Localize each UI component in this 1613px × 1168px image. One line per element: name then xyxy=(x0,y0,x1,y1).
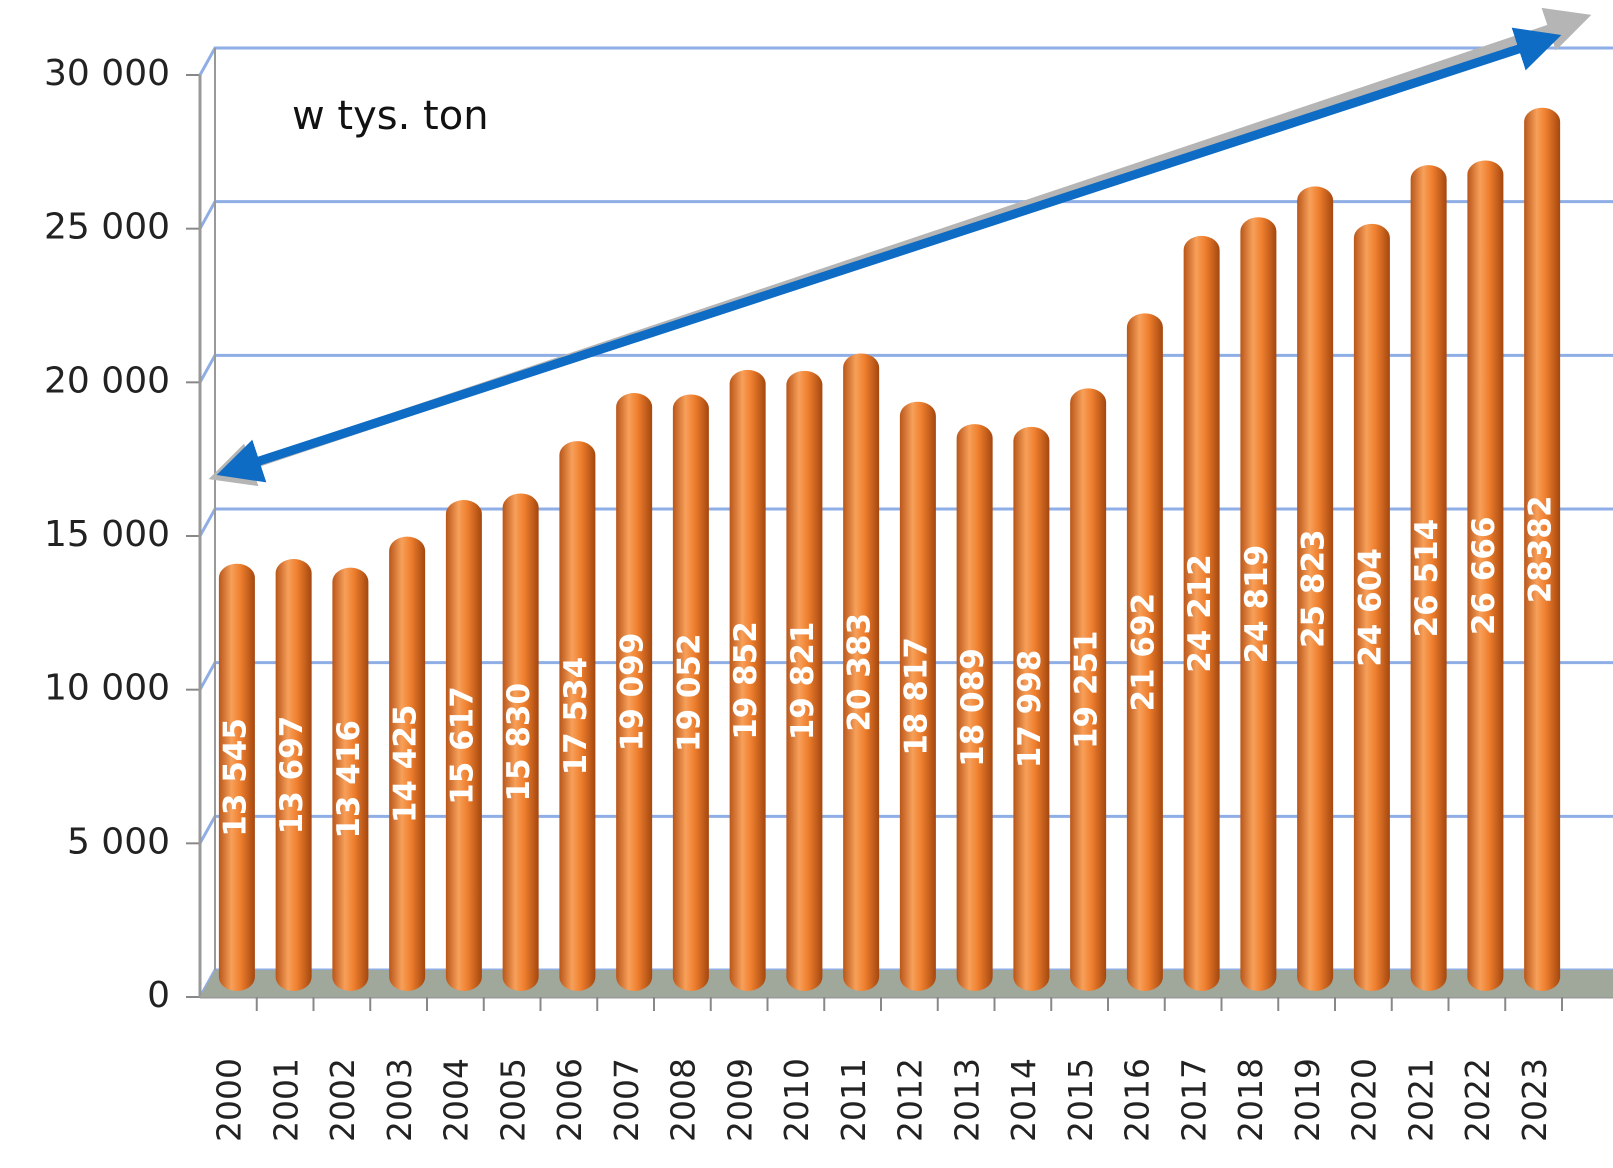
y-tick-label: 0 xyxy=(147,975,170,1016)
y-tick-label: 25 000 xyxy=(44,207,170,248)
bar xyxy=(445,500,482,991)
data-label: 21 692 xyxy=(1125,593,1161,712)
data-label: 25 823 xyxy=(1296,529,1332,648)
data-label: 14 425 xyxy=(388,705,424,824)
bar xyxy=(899,401,936,991)
bar xyxy=(956,424,993,992)
x-tick-label: 2001 xyxy=(266,1058,305,1142)
unit-annotation: w tys. ton xyxy=(292,93,489,139)
bar xyxy=(729,369,766,992)
data-label: 13 416 xyxy=(331,720,367,839)
x-tick-label: 2017 xyxy=(1174,1058,1213,1142)
data-label: 18 089 xyxy=(955,648,991,767)
data-label: 19 052 xyxy=(671,633,707,752)
data-label: 19 099 xyxy=(615,633,651,752)
data-label: 19 852 xyxy=(728,621,764,740)
x-tick-label: 2004 xyxy=(437,1058,476,1142)
data-label: 13 697 xyxy=(274,716,310,835)
bar xyxy=(1070,388,1107,991)
x-tick-label: 2003 xyxy=(380,1058,419,1142)
data-label: 26 666 xyxy=(1466,516,1502,635)
data-label: 24 212 xyxy=(1182,554,1218,673)
data-label: 26 514 xyxy=(1409,519,1445,638)
y-tick-label: 15 000 xyxy=(44,514,170,555)
data-label: 24 819 xyxy=(1239,545,1275,664)
data-label: 19 821 xyxy=(785,622,821,741)
bar xyxy=(672,394,709,992)
bar xyxy=(332,567,369,991)
y-tick-label: 30 000 xyxy=(44,53,170,94)
data-label: 20 383 xyxy=(842,613,878,732)
bar xyxy=(389,536,426,991)
x-tick-label: 2013 xyxy=(947,1058,986,1142)
data-label: 15 617 xyxy=(444,686,480,805)
bar xyxy=(616,393,653,992)
x-tick-label: 2019 xyxy=(1288,1058,1327,1142)
data-label: 13 545 xyxy=(217,718,253,837)
x-tick-label: 2002 xyxy=(323,1058,362,1142)
grid-line xyxy=(198,353,1613,384)
bar xyxy=(275,559,312,991)
y-tick-label: 10 000 xyxy=(44,668,170,709)
x-tick-label: 2016 xyxy=(1118,1058,1157,1142)
trend-arrow xyxy=(216,27,1562,483)
data-label: 17 998 xyxy=(1012,650,1048,769)
x-tick-label: 2023 xyxy=(1515,1058,1554,1142)
data-label: 18 817 xyxy=(898,637,934,756)
bar xyxy=(502,493,539,991)
data-label: 15 830 xyxy=(501,683,537,802)
x-tick-label: 2000 xyxy=(210,1058,249,1142)
bar xyxy=(218,563,255,991)
x-tick-label: 2007 xyxy=(607,1058,646,1142)
x-tick-label: 2008 xyxy=(664,1058,703,1142)
bar xyxy=(786,370,823,991)
bar xyxy=(1013,426,1050,992)
data-label: 19 251 xyxy=(1069,630,1105,749)
y-tick-label: 20 000 xyxy=(44,360,170,401)
x-tick-label: 2010 xyxy=(777,1058,816,1142)
x-tick-label: 2011 xyxy=(834,1058,873,1142)
x-tick-label: 2022 xyxy=(1458,1058,1497,1142)
data-label: 24 604 xyxy=(1352,548,1388,667)
x-tick-label: 2005 xyxy=(493,1058,532,1142)
x-tick-label: 2012 xyxy=(891,1058,930,1142)
x-tick-label: 2006 xyxy=(550,1058,589,1142)
bar xyxy=(843,353,880,991)
data-label: 17 534 xyxy=(558,657,594,776)
grid-line xyxy=(198,46,1613,76)
bar xyxy=(559,441,596,992)
bars: 13 545 13 697 13 416 14 425 15 617 15 830 17 5… xyxy=(217,107,1561,992)
x-tick-label: 2015 xyxy=(1061,1058,1100,1142)
grid-line xyxy=(198,200,1613,230)
x-tick-label: 2014 xyxy=(1004,1058,1043,1142)
y-tick-label: 5 000 xyxy=(67,821,170,862)
x-tick-label: 2009 xyxy=(720,1058,759,1142)
x-tick-label: 2021 xyxy=(1401,1058,1440,1142)
data-label: 28382 xyxy=(1523,495,1559,603)
x-tick-label: 2018 xyxy=(1231,1058,1270,1142)
x-tick-label: 2020 xyxy=(1345,1058,1384,1142)
